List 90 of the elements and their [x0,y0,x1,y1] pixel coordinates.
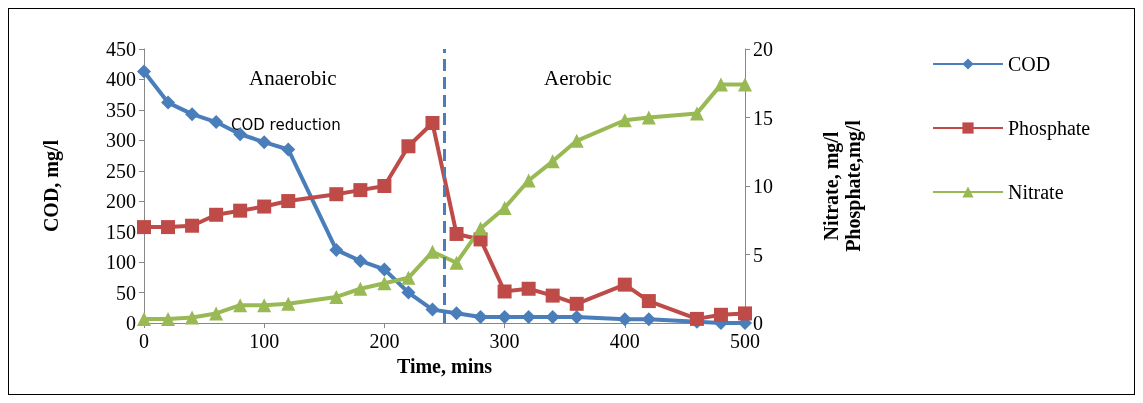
point [617,312,632,327]
y-tick-label: 50 [116,281,136,304]
point [545,309,560,324]
point [161,220,176,235]
point [233,298,248,313]
point [713,77,728,92]
annotation: Anaerobic [249,65,337,90]
x-tick-label: 300 [489,330,520,352]
point [401,285,416,300]
point [329,289,344,304]
point [185,107,200,122]
point [185,218,200,233]
point [281,194,296,209]
legend-label: COD [1008,53,1051,75]
point [497,309,512,324]
point [377,276,392,291]
point [738,306,752,321]
legend-label: Phosphate [1008,117,1091,140]
point [377,262,392,277]
y-tick-label: 200 [106,190,136,213]
point [497,284,512,299]
point [329,242,344,257]
point [473,221,488,236]
point [137,64,151,79]
y2-tick-label: 20 [753,38,773,60]
point [641,110,656,125]
point [569,296,584,311]
point [569,133,584,148]
point [353,183,368,198]
y-axis-title: COD, mg/l [40,139,63,233]
x-axis-title: Time, mins [396,354,493,377]
legend-label: Nitrate [1008,181,1064,203]
x-tick-label: 400 [609,330,640,352]
point [738,77,752,92]
y2-tick-label: 10 [753,175,773,197]
point [209,306,224,321]
x-tick-label: 200 [369,330,400,352]
y-tick-label: 150 [106,220,136,243]
point [473,309,488,324]
y-tick-label: 450 [106,38,136,60]
point [257,135,272,150]
annotation: COD reduction [231,115,341,134]
point [281,296,296,311]
point [353,253,368,268]
point [257,298,272,313]
annotation: Aerobic [544,65,612,90]
y-tick-label: 0 [126,312,136,334]
point [161,311,176,326]
point [449,226,464,241]
point [233,203,248,218]
point [353,281,368,296]
point [401,270,416,285]
point [497,200,512,215]
point [137,311,151,326]
point [641,294,656,309]
point [617,113,632,128]
point [521,309,536,324]
point [425,115,440,130]
y2-tick-label: 15 [753,106,773,129]
point [257,199,272,214]
y-tick-label: 400 [106,68,136,91]
point [521,281,536,296]
point [329,187,344,202]
x-tick-label: 100 [249,330,280,352]
point [449,255,464,270]
y2-tick-label: 5 [753,243,763,266]
point [425,302,440,317]
point [161,95,176,110]
point [281,142,296,157]
y-tick-label: 250 [106,159,136,182]
point [521,173,536,188]
y-tick-label: 300 [106,129,136,152]
point [377,179,392,193]
point [641,312,656,327]
point [617,277,632,292]
point [425,244,440,259]
point [137,220,151,235]
point [185,310,200,325]
y-tick-label: 100 [106,251,136,274]
point [209,115,224,130]
point [569,309,584,324]
point [545,288,560,303]
point [713,307,728,322]
y-tick-label: 350 [106,98,136,121]
point [545,154,560,169]
point [689,106,704,121]
point [449,306,464,321]
point [401,139,416,154]
y2-axis-title: Nitrate, mg/l Phosphate,mg/l [820,119,865,252]
point [209,207,224,222]
